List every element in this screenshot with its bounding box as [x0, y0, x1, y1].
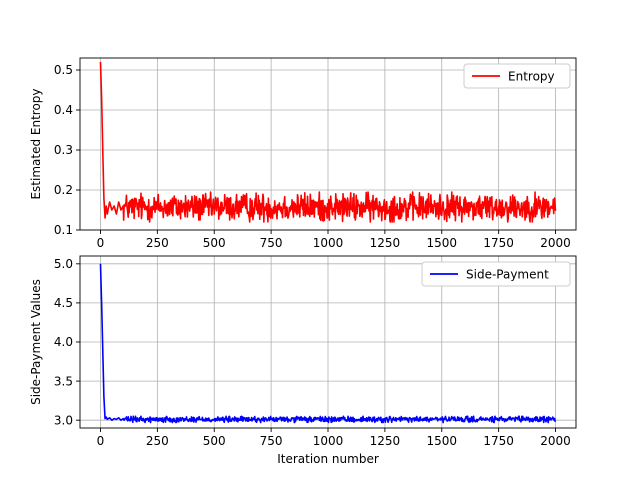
y-tick-label: 4.0	[54, 335, 73, 349]
x-tick-label: 500	[203, 434, 226, 448]
y-axis-label: Estimated Entropy	[29, 88, 43, 199]
x-tick-label: 250	[146, 434, 169, 448]
subplot-1: 0 250 500 750 1000 1250 1500 1750 2000 0.1 0.2 0.3 0…	[29, 57, 577, 250]
y-tick-label: 3.0	[54, 413, 73, 427]
legend: Entropy	[463, 63, 571, 89]
x-tick-label: 1500	[426, 236, 457, 250]
x-tick-label: 2000	[540, 236, 571, 250]
x-tick-label: 1000	[313, 434, 344, 448]
x-tick-label: 750	[260, 236, 283, 250]
y-tick-label: 4.5	[54, 296, 73, 310]
x-tick-label: 1750	[483, 434, 514, 448]
x-tick-label: 0	[97, 236, 105, 250]
x-tick-label: 2000	[540, 434, 571, 448]
y-tick-label: 5.0	[54, 257, 73, 271]
y-tick-label: 0.1	[54, 223, 73, 237]
y-tick-label: 0.3	[54, 143, 73, 157]
x-tick-label: 1250	[370, 434, 401, 448]
legend-box	[421, 261, 571, 287]
y-tick-label: 3.5	[54, 374, 73, 388]
x-tick-label: 1750	[483, 236, 514, 250]
y-axis-label: Side-Payment Values	[29, 279, 43, 405]
legend-label: Side-Payment	[466, 268, 549, 282]
plots: 0 250 500 750 1000 1250 1500 1750 2000 0.1 0.2 0.3 0…	[29, 57, 577, 466]
x-tick-label: 1000	[313, 236, 344, 250]
x-tick-label: 750	[260, 434, 283, 448]
y-tick-label: 0.2	[54, 183, 73, 197]
x-tick-label: 250	[146, 236, 169, 250]
legend: Side-Payment	[421, 261, 571, 287]
series-line-entropy	[99, 61, 557, 223]
y-tick-label: 0.4	[54, 103, 73, 117]
x-axis-label: Iteration number	[277, 452, 379, 466]
series-line-side-payment	[99, 263, 557, 424]
legend-label: Entropy	[508, 70, 555, 84]
x-tick-label: 500	[203, 236, 226, 250]
x-tick-label: 1250	[370, 236, 401, 250]
x-tick-label: 1500	[426, 434, 457, 448]
y-tick-label: 0.5	[54, 63, 73, 77]
legend-box	[463, 63, 571, 89]
subplot-2: 0 250 500 750 1000 1250 1500 1750 2000 3.0 3.5 4.0 4…	[29, 255, 577, 466]
x-tick-label: 0	[97, 434, 105, 448]
